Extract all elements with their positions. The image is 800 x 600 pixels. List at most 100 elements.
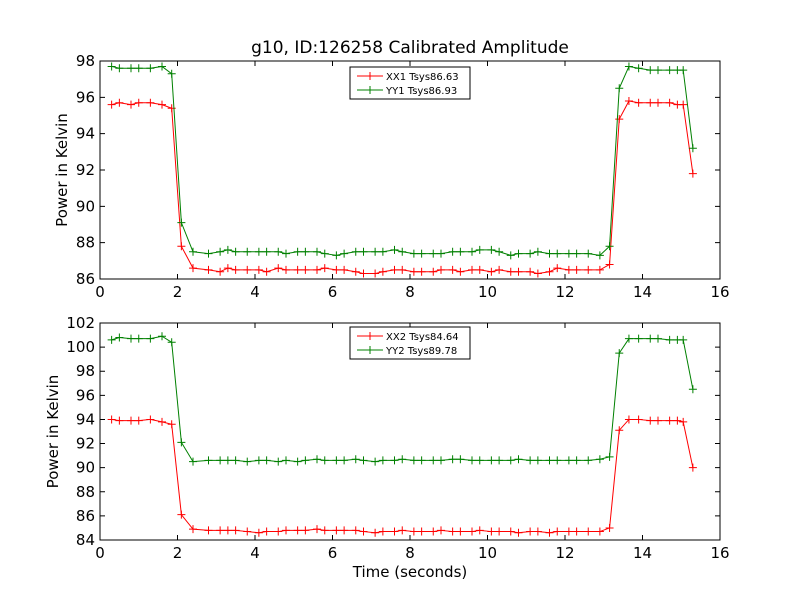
data-point	[231, 526, 240, 535]
data-point	[371, 528, 380, 537]
data-point	[553, 264, 562, 273]
x-tick-label: 10	[478, 283, 497, 301]
data-point	[359, 456, 368, 465]
data-point	[231, 265, 240, 274]
data-point	[320, 526, 329, 535]
data-point	[654, 334, 662, 343]
data-point	[320, 456, 329, 465]
data-point	[437, 456, 445, 465]
data-point	[634, 334, 643, 343]
data-point	[262, 456, 271, 465]
data-point	[189, 247, 197, 256]
data-point	[320, 264, 329, 273]
data-point	[351, 267, 360, 276]
data-point	[495, 527, 504, 536]
y-axis-label: Power in Kelvin	[53, 113, 71, 227]
data-point	[167, 69, 176, 78]
data-point	[665, 98, 674, 107]
data-point	[533, 269, 542, 278]
data-point	[605, 242, 614, 251]
data-point	[313, 525, 321, 534]
data-point	[398, 247, 407, 256]
data-point	[615, 426, 624, 435]
data-point	[646, 416, 655, 425]
y-tick-label: 94	[76, 125, 95, 143]
data-point	[475, 526, 484, 535]
data-point	[429, 527, 438, 536]
data-point	[487, 267, 496, 276]
data-point	[274, 457, 283, 466]
data-point	[216, 526, 225, 535]
data-point	[293, 526, 302, 535]
y-tick-label: 92	[76, 435, 95, 453]
data-point	[371, 247, 380, 256]
data-point	[359, 527, 368, 536]
data-point	[417, 456, 426, 465]
data-point	[605, 260, 614, 269]
data-point	[673, 416, 682, 425]
y-axis-label: Power in Kelvin	[44, 375, 62, 489]
data-point	[545, 528, 554, 537]
data-point	[448, 265, 457, 274]
data-point	[204, 526, 213, 535]
data-point	[332, 251, 341, 260]
x-tick-label: 16	[710, 544, 729, 562]
data-point	[665, 335, 674, 344]
data-point	[624, 415, 633, 424]
data-point	[475, 456, 484, 465]
data-point	[293, 265, 302, 274]
y-tick-label: 88	[76, 483, 95, 501]
data-point	[572, 265, 581, 274]
data-point	[262, 247, 271, 256]
data-point	[359, 247, 368, 256]
data-point	[340, 249, 349, 258]
data-point	[495, 456, 504, 465]
data-point	[204, 249, 213, 258]
data-point	[262, 527, 271, 536]
data-point	[293, 457, 302, 466]
data-point	[654, 66, 662, 75]
data-point	[274, 264, 283, 273]
data-point	[320, 249, 329, 258]
data-point	[274, 527, 283, 536]
y-tick-label: 98	[76, 52, 95, 70]
data-point	[624, 334, 633, 343]
data-point	[448, 527, 457, 536]
y-tick-label: 94	[76, 410, 95, 428]
data-point	[605, 523, 614, 532]
data-point	[390, 245, 399, 254]
y-tick-label: 90	[76, 459, 95, 477]
data-point	[545, 249, 554, 258]
data-point	[526, 249, 535, 258]
data-point	[429, 249, 438, 258]
data-point	[624, 62, 633, 71]
x-tick-label: 4	[250, 283, 260, 301]
data-point	[177, 510, 186, 519]
data-point	[584, 456, 593, 465]
data-point	[456, 527, 465, 536]
data-point	[390, 456, 399, 465]
data-point	[429, 267, 438, 276]
data-point	[313, 455, 321, 464]
data-point	[254, 528, 263, 537]
data-point	[167, 420, 176, 429]
data-point	[665, 66, 674, 75]
data-point	[134, 98, 143, 107]
y-tick-label: 86	[76, 507, 95, 525]
data-point	[615, 115, 624, 124]
data-point	[107, 62, 116, 71]
data-point	[115, 64, 124, 73]
data-point	[351, 455, 360, 464]
legend: XX1 Tsys86.63 YY1 Tsys86.93	[349, 66, 471, 100]
data-point	[437, 265, 445, 274]
data-point	[313, 265, 321, 274]
data-point	[456, 267, 465, 276]
data-point	[526, 527, 535, 536]
data-point	[115, 98, 124, 107]
data-point	[545, 267, 554, 276]
data-point	[216, 267, 225, 276]
data-point	[189, 525, 197, 534]
y-tick-label: 96	[76, 88, 95, 106]
